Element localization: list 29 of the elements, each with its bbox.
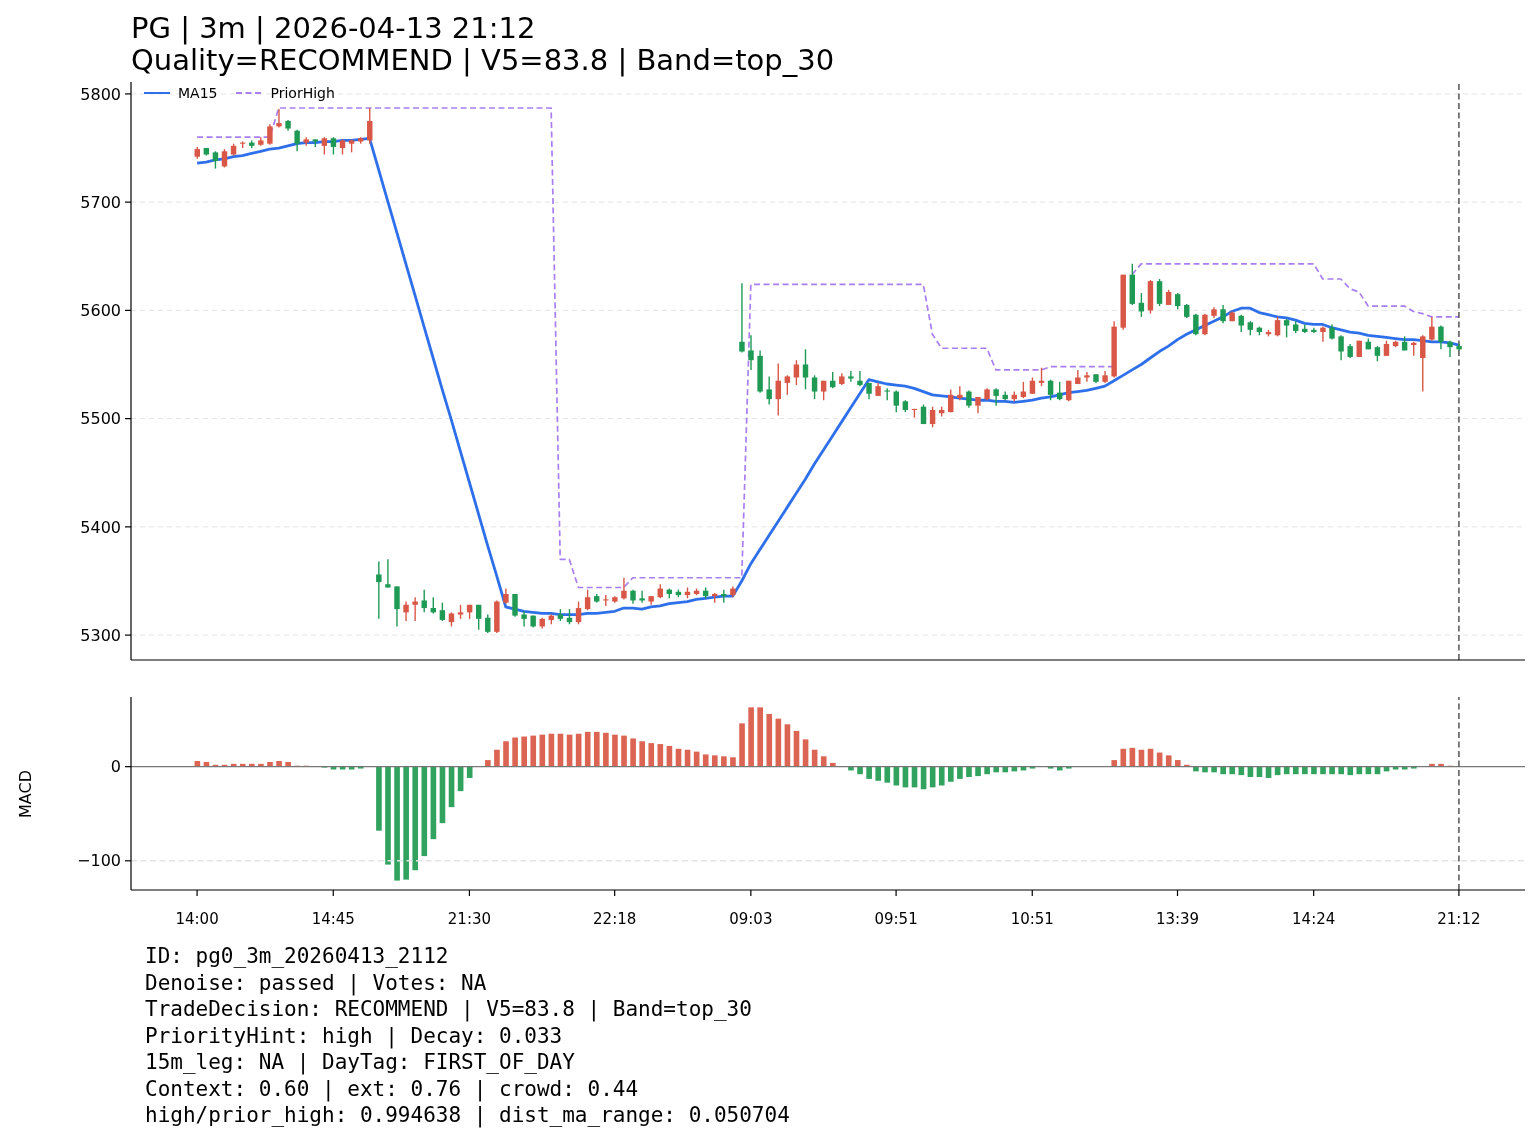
- x-tick-label: 10:51: [1010, 909, 1054, 928]
- text: 15m_leg: NA | DayTag: FIRST_OF_DAY: [145, 1049, 576, 1076]
- text: TradeDecision: RECOMMEND | V5=83.8 | Band=top_30: [145, 996, 753, 1023]
- x-tick-label: 22:18: [593, 909, 637, 928]
- y-axis-title: MACD: [15, 769, 35, 818]
- y-tick-label: −100: [77, 851, 121, 871]
- x-tick-label: 21:12: [1437, 909, 1481, 928]
- text: PriorityHint: high | Decay: 0.033: [145, 1022, 564, 1049]
- y-tick-label: 5500: [80, 409, 121, 429]
- legend-label: PriorHigh: [270, 85, 335, 101]
- x-tick-label: 13:39: [1155, 909, 1200, 928]
- text: Context: 0.60 | ext: 0.76 | crowd: 0.44: [145, 1075, 640, 1102]
- x-tick-label: 21:30: [447, 909, 492, 928]
- legend-label: MA15: [178, 85, 218, 101]
- chart-title: PG | 3m | 2026-04-13 21:12: [131, 11, 536, 45]
- text: ID: pg0_3m_20260413_2112: [145, 943, 450, 970]
- y-tick-label: 5800: [80, 84, 121, 104]
- x-tick-label: 09:51: [874, 909, 918, 928]
- text: high/prior_high: 0.994638 | dist_ma_range: 0.050704: [145, 1102, 790, 1129]
- x-tick-label: 14:24: [1292, 909, 1336, 928]
- y-tick-label: 5300: [80, 625, 121, 645]
- x-tick-label: 09:03: [729, 909, 773, 928]
- y-tick-label: 5400: [80, 517, 121, 537]
- y-tick-label: 0: [110, 757, 121, 777]
- y-tick-label: 5700: [80, 192, 121, 212]
- text: Denoise: passed | Votes: NA: [145, 969, 488, 996]
- x-tick-label: 14:00: [175, 909, 219, 928]
- x-tick-label: 14:45: [311, 909, 355, 928]
- y-tick-label: 5600: [80, 301, 121, 321]
